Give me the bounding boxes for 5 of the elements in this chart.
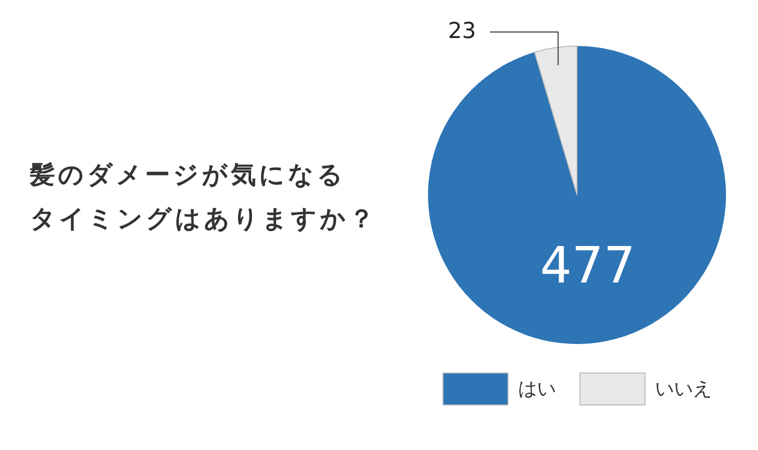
data-label: 23 [448,19,476,44]
data-label: 477 [540,236,636,294]
legend-label: いいえ [655,378,712,400]
text: 髪のダメージが気になるタイミングはありますか？ [29,160,377,233]
legend-label: はい [518,378,556,400]
